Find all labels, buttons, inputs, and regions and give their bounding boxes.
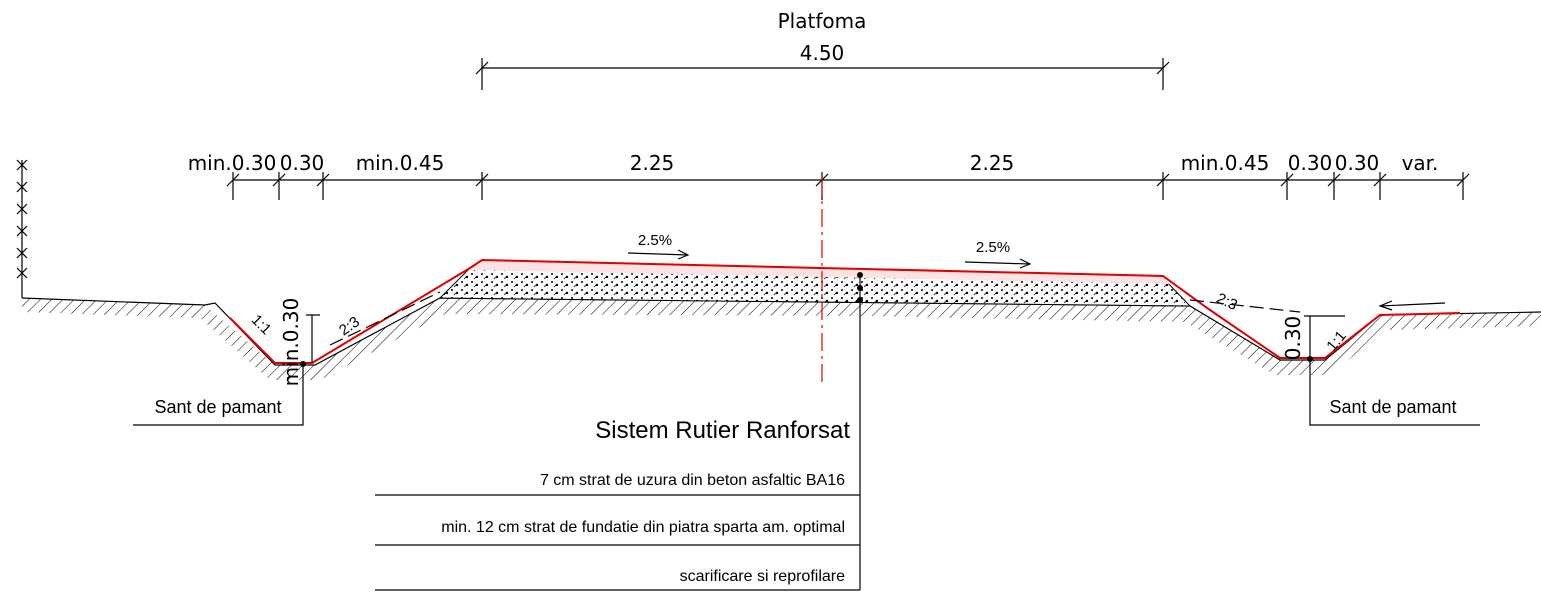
- dim-label: min.0.30: [188, 151, 277, 175]
- platform-label: Platfoma: [778, 9, 867, 33]
- slope-label: 2.5%: [976, 239, 1010, 256]
- ditch-depth: 0.30: [1281, 316, 1305, 361]
- dimension-row: min.0.30 0.30 min.0.45 2.25 2.25 min.0.4…: [188, 151, 1470, 200]
- ditch-depth: min.0.30: [279, 298, 303, 387]
- dim-label: 0.30: [1335, 151, 1380, 175]
- cross-slope: 2.5% 2.5%: [627, 232, 1446, 311]
- dimension-tick: [1373, 172, 1387, 200]
- dim-label: min.0.45: [1181, 151, 1270, 175]
- dimension-tick: [272, 172, 286, 200]
- embankment-slope: 2:3: [1214, 290, 1240, 314]
- layer-text: min. 12 cm strat de fundatie din piatra …: [441, 519, 845, 536]
- platform-width: 4.50: [800, 41, 845, 65]
- dimension-tick: [1327, 172, 1341, 200]
- structure-callout: Sistem Rutier Ranforsat 7 cm strat de uz…: [375, 272, 863, 591]
- ditch-slope: 1:1: [248, 311, 275, 338]
- asphalt-layer: [470, 260, 1170, 284]
- original-profile: [329, 291, 1301, 346]
- layer-text: 7 cm strat de uzura din beton asfaltic B…: [540, 472, 845, 489]
- dimension-tick: [1456, 172, 1470, 200]
- slope-label: 2.5%: [638, 232, 672, 249]
- dimension-tick: [1156, 172, 1170, 200]
- dimension-tick: [1280, 172, 1294, 200]
- dimension-tick: [226, 172, 240, 200]
- dimension-tick: [475, 172, 489, 200]
- structure-title: Sistem Rutier Ranforsat: [595, 417, 850, 444]
- ditch-leader: [133, 359, 1480, 426]
- dim-label: 2.25: [970, 151, 1015, 175]
- dim-label: 0.30: [1288, 151, 1333, 175]
- dim-label: var.: [1402, 151, 1439, 175]
- layer-text: scarificare si reprofilare: [680, 568, 845, 585]
- platform-dimension: Platfoma 4.50: [475, 9, 1170, 90]
- dim-label: 2.25: [630, 151, 675, 175]
- ditch-depth-line: [306, 314, 1345, 363]
- ditch-label: Sant de pamant: [1329, 397, 1456, 417]
- ground-hatch: [22, 298, 1541, 380]
- dim-label: 0.30: [280, 151, 325, 175]
- dim-label: min.0.45: [356, 151, 445, 175]
- red-outline: [229, 258, 1461, 364]
- left-marker: [16, 159, 28, 298]
- dimension-tick: [316, 172, 330, 200]
- ditch-label: Sant de pamant: [154, 397, 281, 417]
